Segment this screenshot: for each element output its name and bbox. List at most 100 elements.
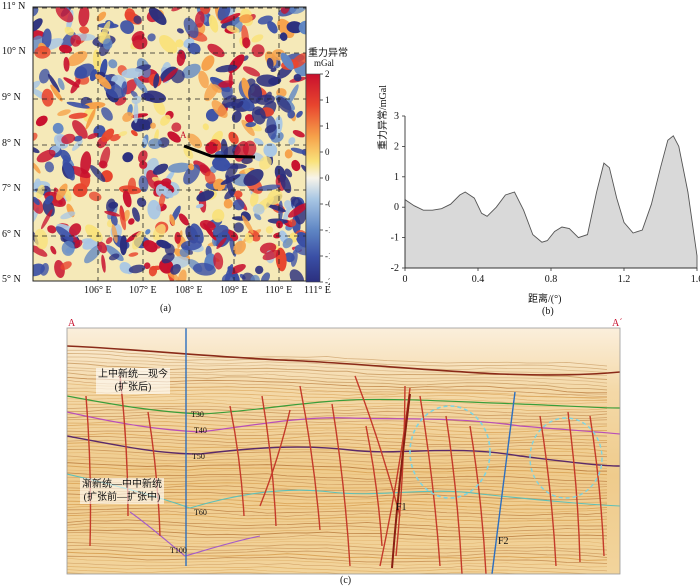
anomaly-blob [286, 21, 304, 34]
colorbar-tick-label: 1.5 [325, 95, 330, 105]
anomaly-blob [104, 210, 120, 217]
chart-x-label: 距离/(°) [528, 294, 562, 305]
anomaly-blob [256, 74, 279, 87]
reflector-line [67, 529, 608, 538]
y-tick-label: 2 [394, 141, 399, 152]
anomaly-blob [68, 112, 88, 119]
anomaly-blob [56, 183, 68, 201]
anomaly-blob [224, 188, 236, 200]
anomaly-blob [127, 177, 137, 193]
colorbar-ticks: 2.0 1.5 1.0 0.5 0 -0.5 -1.0 -1.5 -2.0 [320, 69, 330, 287]
anomaly-blob [167, 131, 181, 143]
reflector-line [67, 522, 608, 532]
unit-lower-label: 渐新统—中中新统 (扩张前—扩张中) [80, 478, 164, 504]
anomaly-blob [176, 28, 184, 34]
gravity-map-svg: 2.0 1.5 1.0 0.5 0 -0.5 -1.0 -1.5 -2.0 [32, 6, 330, 287]
anomaly-blob [105, 244, 124, 262]
latitude-label: 7° N [2, 183, 21, 194]
anomaly-blob [162, 68, 179, 83]
anomaly-blob [233, 240, 246, 255]
latitude-label: 5° N [2, 274, 21, 285]
anomaly-blob [293, 73, 302, 82]
anomaly-blob [39, 68, 50, 84]
anomaly-blob [130, 90, 138, 98]
horizon-t30 [67, 395, 620, 415]
anomaly-blob [101, 107, 113, 121]
anomaly-blob [253, 137, 264, 146]
x-tick-label: 1.6 [691, 274, 700, 285]
anomaly-blob [69, 166, 91, 179]
fault-lines [85, 375, 605, 574]
section-end-label: A´ [612, 318, 623, 329]
anomaly-blob [147, 199, 161, 220]
anomaly-blob [152, 163, 169, 175]
anomaly-blob [280, 7, 290, 14]
anomaly-blob [242, 37, 251, 49]
anomaly-blob [270, 67, 277, 73]
anomaly-blob [33, 146, 40, 154]
y-tick-label: 0 [394, 202, 399, 213]
fault-line [229, 405, 245, 517]
anomaly-blob [291, 159, 301, 172]
anomaly-blob [183, 17, 199, 38]
anomaly-blob [74, 239, 83, 249]
anomaly-blob [212, 157, 231, 172]
anomaly-blob [44, 161, 55, 173]
reflector-line [67, 513, 608, 522]
anomaly-blob [34, 228, 48, 250]
anomaly-blob [36, 149, 56, 163]
anomaly-blob [294, 244, 306, 256]
reflector-line [67, 402, 608, 411]
anomaly-blob [119, 261, 132, 274]
reflector-line [67, 462, 608, 472]
anomaly-blob [64, 189, 72, 202]
anomaly-blob [33, 196, 40, 206]
anomaly-blob [279, 32, 288, 41]
anomaly-blob [202, 123, 209, 131]
anomaly-blob [33, 245, 48, 257]
anomaly-blob [118, 131, 128, 137]
anomaly-blob [110, 214, 118, 226]
anomaly-blob [47, 73, 60, 93]
anomaly-blob [251, 106, 266, 125]
anomaly-blob [121, 68, 144, 79]
anomaly-blob [207, 43, 225, 58]
anomaly-blob [255, 265, 264, 275]
anomaly-blob [101, 254, 106, 273]
anomaly-blob [179, 248, 190, 258]
anomaly-blob [85, 224, 103, 243]
seismic-section-svg [66, 327, 621, 575]
latitude-label: 10° N [2, 46, 26, 57]
anomaly-blob [102, 38, 113, 50]
anomaly-blob [44, 195, 54, 205]
anomaly-blob [105, 74, 113, 83]
colorbar-unit: mGal [314, 58, 334, 68]
anomaly-blob [36, 184, 45, 199]
anomaly-blob [62, 159, 75, 181]
anomaly-blob [42, 28, 52, 49]
anomaly-blob [60, 149, 71, 163]
anomaly-blob [89, 69, 98, 82]
anomaly-blob [262, 249, 281, 261]
colorbar-tick-label: 2.0 [325, 69, 330, 79]
reflector-line [67, 405, 608, 414]
anomaly-blob [61, 240, 75, 256]
anomaly-blob [188, 163, 195, 171]
anomaly-blob [41, 209, 53, 230]
anomaly-blob [239, 14, 253, 24]
reflector-line [67, 566, 608, 574]
anomaly-blob [301, 164, 306, 174]
anomaly-blob [265, 226, 274, 234]
anomaly-blob [296, 110, 303, 118]
anomaly-blob [72, 120, 88, 139]
anomaly-blob [290, 147, 306, 154]
fault-line [445, 415, 463, 574]
anomaly-blob [148, 7, 167, 25]
anomaly-blob [195, 203, 204, 209]
fault-label-f2: F2 [498, 536, 509, 547]
anomaly-blob [215, 64, 238, 73]
longitude-label: 107° E [129, 285, 157, 296]
anomaly-blob [69, 223, 82, 236]
anomaly-blob [81, 238, 93, 244]
anomaly-blob [137, 150, 148, 163]
